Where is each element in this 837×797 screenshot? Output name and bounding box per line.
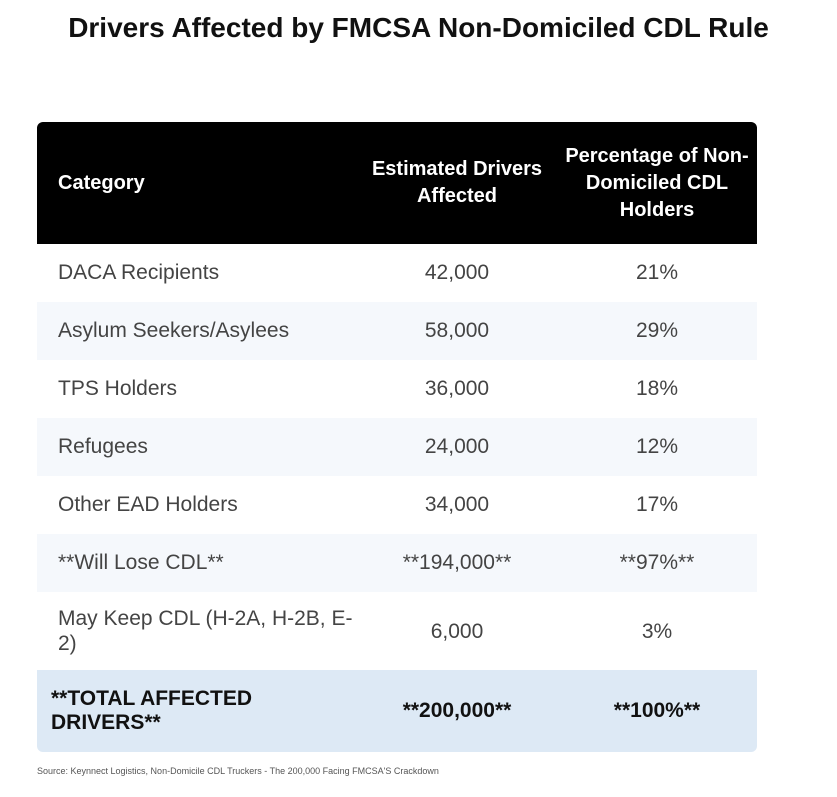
total-label: **TOTAL AFFECTED DRIVERS**: [37, 670, 357, 752]
cell-percentage: **97%**: [557, 534, 757, 592]
cell-drivers: 24,000: [357, 418, 557, 476]
cell-category: **Will Lose CDL**: [37, 534, 357, 592]
cell-percentage: 18%: [635, 377, 679, 400]
column-header-percentage: Percentage of Non-Domiciled CDL Holders: [557, 122, 757, 244]
column-header-estimated-drivers: Estimated Drivers Affected: [357, 122, 557, 244]
drivers-table: Category Estimated Drivers Affected Perc…: [37, 122, 757, 752]
cell-drivers: 58,000: [357, 302, 557, 360]
source-note: Source: Keynnect Logistics, Non-Domicile…: [37, 766, 439, 776]
cell-category: TPS Holders: [58, 377, 178, 400]
table-row: TPS Holders 36,000 18%: [37, 360, 757, 418]
page-title: Drivers Affected by FMCSA Non-Domiciled …: [68, 12, 769, 43]
cell-category: May Keep CDL (H-2A, H-2B, E-2): [58, 607, 353, 655]
table-row: DACA Recipients 42,000 21%: [37, 244, 757, 302]
total-percentage: **100%**: [557, 670, 757, 752]
table-row: May Keep CDL (H-2A, H-2B, E-2) 6,000 3%: [37, 592, 757, 670]
total-row: **TOTAL AFFECTED DRIVERS** **200,000** *…: [37, 670, 757, 752]
cell-drivers: **194,000**: [357, 534, 557, 592]
cell-category: Other EAD Holders: [58, 493, 238, 516]
table-row: Other EAD Holders 34,000 17%: [37, 476, 757, 534]
cell-percentage: 3%: [641, 619, 673, 643]
cell-drivers: 36,000: [424, 377, 490, 400]
column-header-category: Category: [37, 122, 357, 244]
table-row: **Will Lose CDL** **194,000** **97%**: [37, 534, 757, 592]
cell-drivers: 6,000: [430, 619, 484, 643]
cell-percentage: 21%: [635, 261, 679, 284]
cell-category: Asylum Seekers/Asylees: [37, 302, 357, 360]
cell-drivers: 34,000: [424, 493, 490, 516]
cell-percentage: 12%: [557, 418, 757, 476]
cell-category: Refugees: [37, 418, 357, 476]
table-row: Refugees 24,000 12%: [37, 418, 757, 476]
table-header-row: Category Estimated Drivers Affected Perc…: [37, 122, 757, 244]
cell-category: DACA Recipients: [58, 261, 220, 284]
cell-drivers: 42,000: [424, 261, 490, 284]
cell-percentage: 17%: [635, 493, 679, 516]
total-drivers: **200,000**: [357, 670, 557, 752]
cell-percentage: 29%: [557, 302, 757, 360]
table-row: Asylum Seekers/Asylees 58,000 29%: [37, 302, 757, 360]
